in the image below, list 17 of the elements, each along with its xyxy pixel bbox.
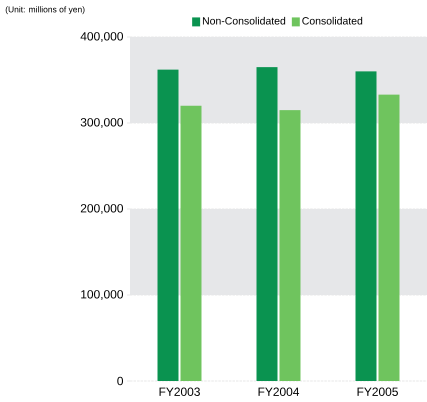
x-tick-label: FY2005 bbox=[358, 388, 398, 396]
legend-label: Consolidated bbox=[302, 16, 362, 25]
bar bbox=[378, 94, 400, 381]
y-tick-label: 400,000 bbox=[80, 32, 124, 42]
bar bbox=[180, 106, 202, 381]
x-tick-label: FY2004 bbox=[258, 388, 300, 396]
y-tick-label: 0 bbox=[117, 376, 124, 386]
y-tick-label: 100,000 bbox=[81, 290, 124, 300]
bar bbox=[279, 110, 300, 381]
bar bbox=[256, 67, 278, 381]
legend-label: Non-Consolidated bbox=[202, 16, 286, 25]
bar bbox=[356, 71, 377, 381]
y-tick-label: 300,000 bbox=[80, 118, 124, 128]
bar bbox=[158, 70, 179, 381]
y-tick-label: 200,000 bbox=[80, 204, 124, 214]
text: (Unit: millions of yen) bbox=[6, 6, 85, 14]
x-tick-label: FY2003 bbox=[160, 388, 200, 396]
